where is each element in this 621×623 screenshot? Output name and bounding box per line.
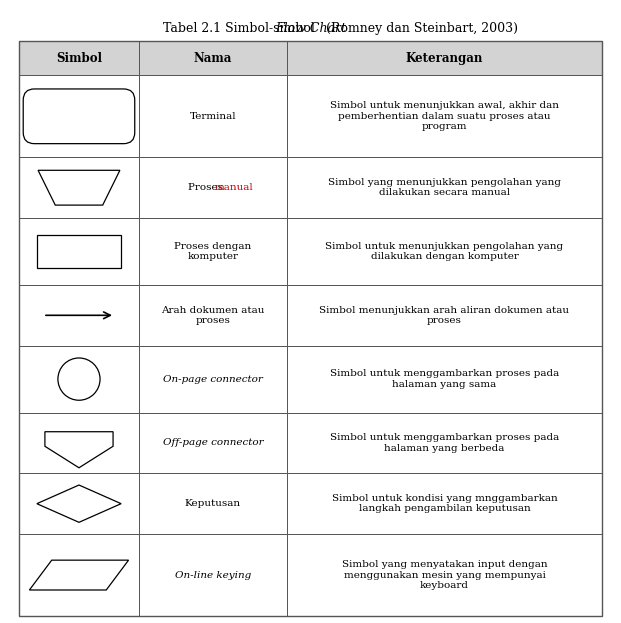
Text: On-page connector: On-page connector: [163, 374, 263, 384]
Polygon shape: [45, 432, 113, 468]
Bar: [19, 75, 138, 158]
Text: Simbol yang menyatakan input dengan
menggunakan mesin yang mempunyai
keyboard: Simbol yang menyatakan input dengan meng…: [342, 560, 547, 590]
Bar: [138, 473, 287, 534]
Polygon shape: [38, 170, 120, 205]
Text: Flow Chart: Flow Chart: [276, 22, 347, 36]
Text: Nama: Nama: [194, 52, 232, 65]
Bar: [287, 473, 602, 534]
Text: Simbol untuk menggambarkan proses pada
halaman yang sama: Simbol untuk menggambarkan proses pada h…: [330, 369, 559, 389]
Text: Keputusan: Keputusan: [185, 499, 241, 508]
Bar: [138, 158, 287, 218]
FancyBboxPatch shape: [23, 89, 135, 144]
Bar: [287, 412, 602, 473]
Bar: [19, 41, 138, 75]
Bar: [287, 41, 602, 75]
Bar: [19, 218, 138, 285]
Bar: [19, 473, 138, 534]
Bar: [138, 412, 287, 473]
Bar: [19, 346, 138, 412]
Bar: [287, 158, 602, 218]
Text: Simbol untuk kondisi yang mnggambarkan
langkah pengambilan keputusan: Simbol untuk kondisi yang mnggambarkan l…: [332, 494, 557, 513]
Text: manual: manual: [215, 183, 253, 193]
Bar: [37, 235, 121, 268]
Text: (Romney dan Steinbart, 2003): (Romney dan Steinbart, 2003): [322, 22, 518, 36]
Text: Simbol untuk menunjukkan awal, akhir dan
pemberhentian dalam suatu proses atau
p: Simbol untuk menunjukkan awal, akhir dan…: [330, 102, 559, 131]
Bar: [138, 75, 287, 158]
Text: Terminal: Terminal: [189, 112, 236, 121]
Polygon shape: [29, 560, 129, 590]
Circle shape: [58, 358, 100, 400]
Bar: [138, 41, 287, 75]
Text: Arah dokumen atau
proses: Arah dokumen atau proses: [161, 306, 265, 325]
Text: Proses: Proses: [188, 183, 226, 193]
Bar: [138, 285, 287, 346]
Bar: [287, 346, 602, 412]
Bar: [19, 158, 138, 218]
Bar: [138, 534, 287, 616]
Text: On-line keying: On-line keying: [175, 571, 251, 579]
Bar: [287, 534, 602, 616]
Polygon shape: [37, 485, 121, 522]
Text: Simbol yang menunjukkan pengolahan yang
dilakukan secara manual: Simbol yang menunjukkan pengolahan yang …: [328, 178, 561, 197]
Bar: [138, 218, 287, 285]
Bar: [287, 75, 602, 158]
Bar: [19, 534, 138, 616]
Text: Proses dengan
komputer: Proses dengan komputer: [175, 242, 252, 261]
Text: Simbol: Simbol: [56, 52, 102, 65]
Bar: [287, 285, 602, 346]
Bar: [287, 218, 602, 285]
Text: Simbol untuk menggambarkan proses pada
halaman yang berbeda: Simbol untuk menggambarkan proses pada h…: [330, 433, 559, 453]
Bar: [138, 346, 287, 412]
Bar: [19, 412, 138, 473]
Text: Off-page connector: Off-page connector: [163, 439, 263, 447]
Bar: [19, 285, 138, 346]
Text: Keterangan: Keterangan: [406, 52, 483, 65]
Text: Simbol menunjukkan arah aliran dokumen atau
proses: Simbol menunjukkan arah aliran dokumen a…: [319, 306, 569, 325]
Text: Tabel 2.1 Simbol-simbol: Tabel 2.1 Simbol-simbol: [163, 22, 319, 36]
Text: Simbol untuk menunjukkan pengolahan yang
dilakukan dengan komputer: Simbol untuk menunjukkan pengolahan yang…: [325, 242, 563, 261]
